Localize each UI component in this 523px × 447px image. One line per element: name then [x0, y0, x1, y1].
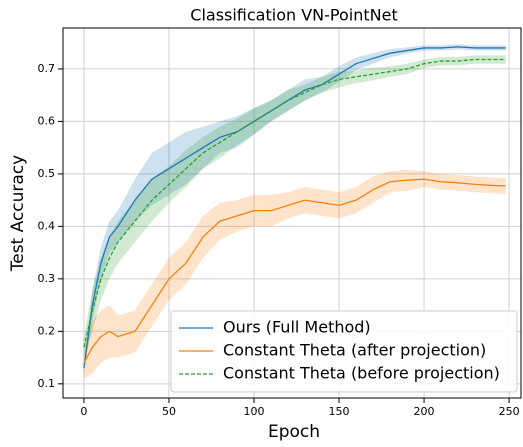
- x-tick-label: 150: [329, 405, 350, 418]
- y-tick-label: 0.1: [38, 377, 56, 390]
- legend: Ours (Full Method) Constant Theta (after …: [170, 310, 518, 393]
- y-tick-label: 0.6: [38, 114, 56, 127]
- chart-title: Classification VN-PointNet: [190, 6, 397, 25]
- x-tick-label: 250: [499, 405, 520, 418]
- x-tick-label: 100: [243, 405, 264, 418]
- axes-frame: [62, 27, 522, 399]
- x-tick-label: 0: [80, 405, 87, 418]
- y-axis-label: Test Accuracy: [8, 155, 28, 273]
- line: [83, 178, 506, 364]
- y-tick-label: 0.5: [38, 167, 56, 180]
- y-tick-label: 0.2: [38, 324, 56, 337]
- y-tick-label: 0.4: [38, 219, 56, 232]
- legend-label: Ours (Full Method): [223, 318, 371, 337]
- y-tick-label: 0.7: [38, 62, 56, 75]
- line: [83, 58, 506, 348]
- legend-box: [170, 310, 518, 393]
- y-tick-label: 0.3: [38, 272, 56, 285]
- x-axis-label: Epoch: [268, 422, 320, 442]
- legend-label: Constant Theta (after projection): [223, 341, 486, 360]
- x-tick-label: 200: [414, 405, 435, 418]
- legend-label: Constant Theta (before projection): [223, 364, 500, 383]
- x-tick-label: 50: [162, 405, 176, 418]
- band: [83, 169, 506, 379]
